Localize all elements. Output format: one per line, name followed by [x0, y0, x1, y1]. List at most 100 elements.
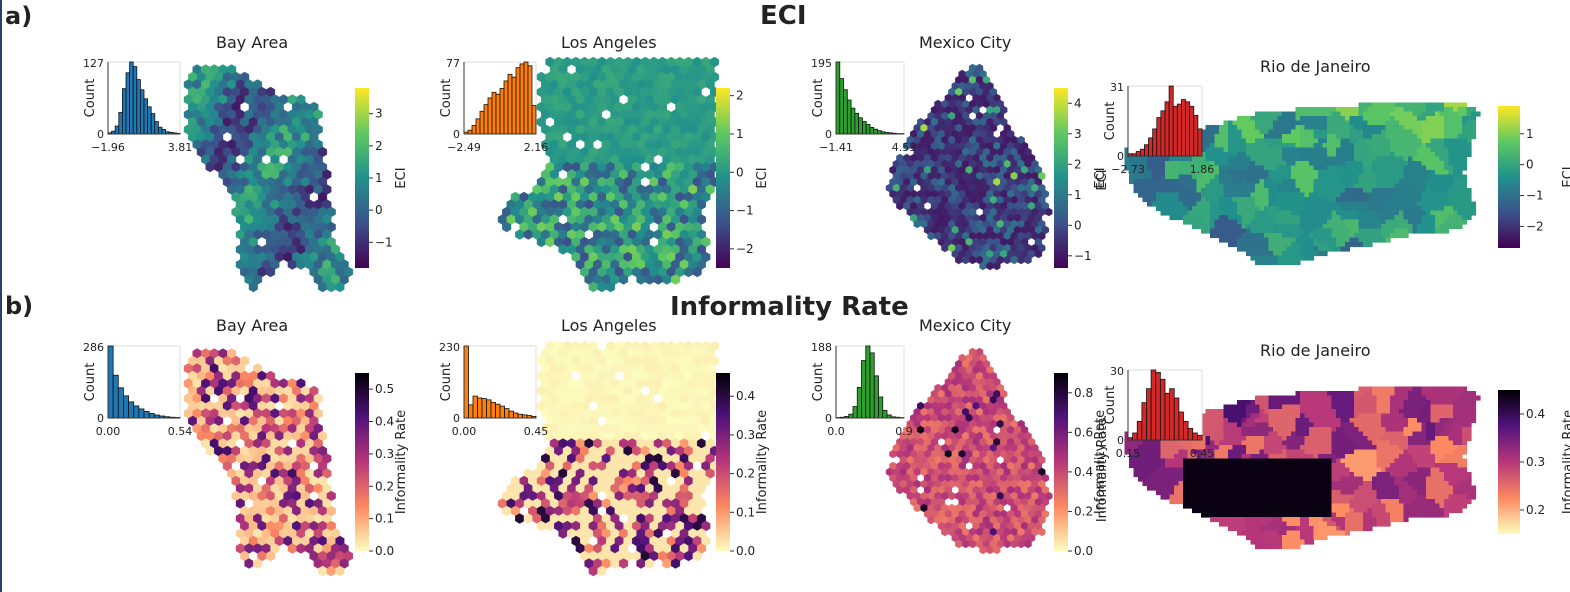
- map-region: [1435, 179, 1441, 185]
- map-region: [1246, 201, 1252, 207]
- map-region: [1385, 138, 1391, 144]
- map-region: [1282, 192, 1288, 198]
- map-region: [1259, 206, 1265, 212]
- map-region: [1178, 210, 1184, 216]
- map-cell: [1024, 255, 1032, 265]
- map-region: [1331, 170, 1337, 176]
- map-region: [1444, 143, 1450, 149]
- map-region: [1300, 192, 1306, 198]
- map-region: [1273, 246, 1279, 252]
- map-region: [1399, 210, 1405, 216]
- map-region: [1435, 197, 1441, 203]
- map-cell: [979, 545, 987, 555]
- map-region: [1394, 179, 1400, 185]
- map-region: [1412, 152, 1418, 158]
- map-region: [1304, 251, 1310, 257]
- map-region: [1138, 179, 1144, 185]
- map-region: [1241, 206, 1247, 212]
- map-region: [1147, 183, 1153, 189]
- map-region: [1187, 197, 1193, 203]
- map-region: [1295, 197, 1301, 203]
- map-region: [1376, 206, 1382, 212]
- map-region: [1331, 192, 1337, 198]
- map-region: [1358, 120, 1364, 126]
- map-region: [1408, 129, 1414, 135]
- map-region: [1349, 170, 1355, 176]
- map-region: [1408, 188, 1414, 194]
- map-region: [1232, 210, 1238, 216]
- map-region: [1228, 210, 1234, 216]
- map-region: [1241, 201, 1247, 207]
- map-region: [1205, 129, 1211, 135]
- map-region: [1291, 134, 1297, 140]
- map-region: [1250, 152, 1256, 158]
- map-region: [1331, 242, 1337, 248]
- map-region: [1268, 125, 1274, 131]
- map-region: [1403, 165, 1409, 171]
- map-region: [1453, 224, 1459, 230]
- map-region: [1340, 219, 1346, 225]
- map-region: [1264, 228, 1270, 234]
- map-region: [1309, 233, 1315, 239]
- map-region: [1457, 156, 1463, 162]
- map-region: [1462, 192, 1468, 198]
- map-region: [1300, 111, 1306, 117]
- map-region: [1336, 228, 1342, 234]
- map-region: [1259, 260, 1265, 266]
- map-region: [1246, 206, 1252, 212]
- map-region: [1205, 125, 1211, 131]
- map-region: [1345, 170, 1351, 176]
- city-title-a-mexico-city: Mexico City: [919, 33, 1012, 52]
- map-region: [1394, 215, 1400, 221]
- map-region: [1453, 188, 1459, 194]
- map-region: [1259, 219, 1265, 225]
- map-region: [1219, 147, 1225, 153]
- map-region: [1457, 215, 1463, 221]
- map-region: [1313, 237, 1319, 243]
- map-region: [1255, 152, 1261, 158]
- map-region: [1318, 183, 1324, 189]
- map-region: [1282, 161, 1288, 167]
- map-region: [1174, 179, 1180, 185]
- map-region: [1408, 228, 1414, 234]
- map-region: [1223, 134, 1229, 140]
- map-region: [1151, 165, 1157, 171]
- map-region: [1453, 111, 1459, 117]
- map-region: [1444, 201, 1450, 207]
- map-region: [1282, 201, 1288, 207]
- map-region: [1381, 161, 1387, 167]
- map-region: [1367, 386, 1373, 392]
- map-region: [1169, 165, 1175, 171]
- map-region: [1318, 246, 1324, 252]
- map-region: [1286, 111, 1292, 117]
- map-region: [1250, 147, 1256, 153]
- map-region: [1349, 242, 1355, 248]
- map-region: [1336, 391, 1342, 397]
- map-region: [1309, 210, 1315, 216]
- map-region: [1448, 143, 1454, 149]
- map-region: [1435, 116, 1441, 122]
- map-region: [1408, 174, 1414, 180]
- map-region: [1390, 206, 1396, 212]
- map-region: [1169, 174, 1175, 180]
- map-region: [1385, 174, 1391, 180]
- map-region: [1417, 116, 1423, 122]
- map-cell: [913, 503, 921, 513]
- map-region: [1210, 224, 1216, 230]
- map-region: [1354, 116, 1360, 122]
- map-region: [1421, 188, 1427, 194]
- map-region: [1367, 215, 1373, 221]
- map-region: [1174, 156, 1180, 162]
- map-region: [1255, 183, 1261, 189]
- map-region: [1295, 237, 1301, 243]
- map-region: [1268, 129, 1274, 135]
- map-region: [1309, 228, 1315, 234]
- map-region: [1237, 152, 1243, 158]
- map-region: [1313, 116, 1319, 122]
- map-region: [1268, 116, 1274, 122]
- map-region: [1264, 215, 1270, 221]
- map-region: [1358, 107, 1364, 113]
- map-region: [1372, 215, 1378, 221]
- map-region: [1358, 233, 1364, 239]
